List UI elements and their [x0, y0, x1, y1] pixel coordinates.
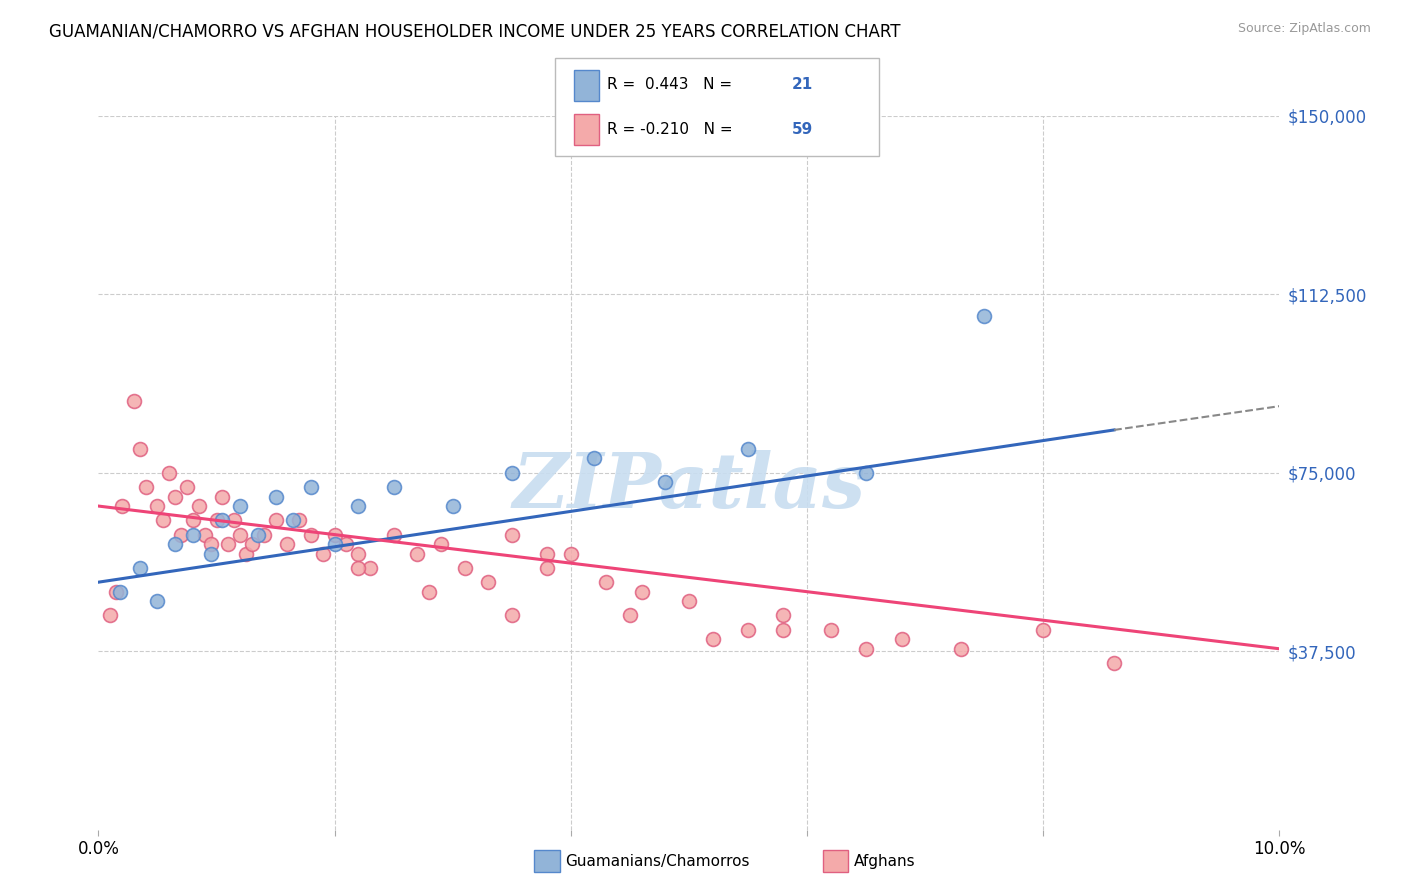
Point [347, 561, 370, 575]
Point [176, 480, 198, 494]
Point [737, 623, 759, 637]
Point [678, 594, 700, 608]
Point [240, 537, 263, 551]
Point [105, 584, 128, 599]
Point [235, 547, 257, 561]
Point [122, 394, 145, 409]
Point [323, 527, 346, 541]
Point [264, 490, 287, 504]
Point [702, 632, 724, 647]
Point [890, 632, 912, 647]
Point [128, 561, 150, 575]
Point [335, 537, 357, 551]
Point [418, 584, 440, 599]
Text: Source: ZipAtlas.com: Source: ZipAtlas.com [1237, 22, 1371, 36]
Point [583, 451, 606, 466]
Text: Afghans: Afghans [853, 855, 915, 869]
Point [194, 527, 217, 541]
Point [855, 641, 877, 656]
Point [205, 513, 228, 527]
Point [772, 623, 794, 637]
Point [619, 608, 641, 623]
Point [501, 466, 523, 480]
Point [973, 309, 995, 323]
Point [288, 513, 311, 527]
Point [477, 575, 499, 590]
Point [217, 537, 239, 551]
Point [299, 480, 322, 494]
Text: 21: 21 [792, 78, 813, 92]
Point [312, 547, 335, 561]
Point [441, 499, 464, 513]
Point [229, 499, 252, 513]
Point [253, 527, 276, 541]
Point [772, 608, 794, 623]
Point [536, 547, 558, 561]
Point [146, 499, 169, 513]
Point [264, 513, 287, 527]
Point [111, 499, 134, 513]
Point [211, 490, 233, 504]
Point [211, 513, 233, 527]
Text: R =  0.443   N =: R = 0.443 N = [607, 78, 737, 92]
Point [181, 513, 204, 527]
Point [501, 527, 523, 541]
Point [128, 442, 150, 456]
Point [165, 537, 187, 551]
Point [146, 594, 169, 608]
Point [359, 561, 381, 575]
Point [323, 537, 346, 551]
Point [246, 527, 269, 541]
Point [135, 480, 157, 494]
Point [181, 527, 204, 541]
Point [453, 561, 475, 575]
Point [654, 475, 676, 490]
Point [382, 480, 405, 494]
Point [501, 608, 523, 623]
Text: 59: 59 [792, 122, 813, 136]
Text: GUAMANIAN/CHAMORRO VS AFGHAN HOUSEHOLDER INCOME UNDER 25 YEARS CORRELATION CHART: GUAMANIAN/CHAMORRO VS AFGHAN HOUSEHOLDER… [49, 22, 901, 40]
Point [165, 490, 187, 504]
Point [630, 584, 652, 599]
Point [157, 466, 180, 480]
Point [200, 547, 222, 561]
Point [949, 641, 972, 656]
Point [187, 499, 209, 513]
Point [299, 527, 322, 541]
Point [283, 513, 305, 527]
Point [229, 527, 252, 541]
Point [108, 584, 131, 599]
Point [98, 608, 121, 623]
Point [1102, 656, 1125, 670]
Point [406, 547, 429, 561]
Point [347, 547, 370, 561]
Point [152, 513, 174, 527]
Text: R = -0.210   N =: R = -0.210 N = [607, 122, 738, 136]
Point [224, 513, 246, 527]
Point [276, 537, 298, 551]
Point [820, 623, 842, 637]
Point [536, 561, 558, 575]
Point [170, 527, 193, 541]
Point [382, 527, 405, 541]
Point [1032, 623, 1054, 637]
Point [855, 466, 877, 480]
Point [430, 537, 453, 551]
Point [560, 547, 582, 561]
Point [595, 575, 617, 590]
Point [347, 499, 370, 513]
Point [200, 537, 222, 551]
Text: ZIPatlas: ZIPatlas [512, 450, 866, 524]
Text: Guamanians/Chamorros: Guamanians/Chamorros [565, 855, 749, 869]
Point [737, 442, 759, 456]
